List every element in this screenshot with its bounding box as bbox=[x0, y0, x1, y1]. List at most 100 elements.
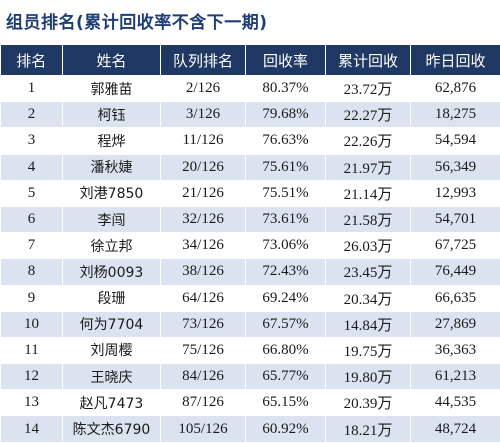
table-cell: 3 bbox=[1, 128, 63, 154]
table-cell: 6 bbox=[1, 206, 63, 232]
table-cell: 10 bbox=[1, 311, 63, 337]
title: 组员排名(累计回收率不含下一期) bbox=[6, 8, 268, 33]
table-cell: 75.61% bbox=[246, 154, 326, 180]
table-cell: 14.84万 bbox=[326, 311, 411, 337]
table-cell: 18.21万 bbox=[326, 416, 411, 442]
table-cell: 105/126 bbox=[161, 416, 246, 442]
table-cell: 陈文杰6790 bbox=[63, 416, 161, 442]
table-cell: 87/126 bbox=[161, 390, 246, 416]
table-header: 排名姓名队列排名回收率累计回收昨日回收 bbox=[1, 45, 500, 76]
table-cell: 61,213 bbox=[411, 364, 500, 390]
table-cell: 66.80% bbox=[246, 337, 326, 363]
table-cell: 65.15% bbox=[246, 390, 326, 416]
table-cell: 73.06% bbox=[246, 233, 326, 259]
column-header: 姓名 bbox=[63, 45, 161, 76]
table-cell: 34/126 bbox=[161, 233, 246, 259]
table-cell: 21.14万 bbox=[326, 180, 411, 206]
table-cell: 22.27万 bbox=[326, 102, 411, 128]
table-cell: 76.63% bbox=[246, 128, 326, 154]
table-cell: 27,869 bbox=[411, 311, 500, 337]
table-cell: 84/126 bbox=[161, 364, 246, 390]
table-cell: 刘港7850 bbox=[63, 180, 161, 206]
table-cell: 20.34万 bbox=[326, 285, 411, 311]
table-cell: 32/126 bbox=[161, 206, 246, 232]
table-cell: 67,725 bbox=[411, 233, 500, 259]
table-cell: 23.72万 bbox=[326, 76, 411, 102]
column-header: 排名 bbox=[1, 45, 63, 76]
table-cell: 12,993 bbox=[411, 180, 500, 206]
table-cell: 75.51% bbox=[246, 180, 326, 206]
table-cell: 何为7704 bbox=[63, 311, 161, 337]
table-cell: 7 bbox=[1, 233, 63, 259]
table-cell: 11/126 bbox=[161, 128, 246, 154]
column-header: 队列排名 bbox=[161, 45, 246, 76]
table-cell: 38/126 bbox=[161, 259, 246, 285]
table-cell: 56,349 bbox=[411, 154, 500, 180]
table-cell: 21.97万 bbox=[326, 154, 411, 180]
table-cell: 段珊 bbox=[63, 285, 161, 311]
table-cell: 柯钰 bbox=[63, 102, 161, 128]
header-row: 排名姓名队列排名回收率累计回收昨日回收 bbox=[1, 45, 500, 76]
table-cell: 刘周樱 bbox=[63, 337, 161, 363]
table-cell: 2 bbox=[1, 102, 63, 128]
table-cell: 44,535 bbox=[411, 390, 500, 416]
table-cell: 67.57% bbox=[246, 311, 326, 337]
table-cell: 66,635 bbox=[411, 285, 500, 311]
table-cell: 76,449 bbox=[411, 259, 500, 285]
table-cell: 80.37% bbox=[246, 76, 326, 102]
table-cell: 72.43% bbox=[246, 259, 326, 285]
table-cell: 69.24% bbox=[246, 285, 326, 311]
table-cell: 11 bbox=[1, 337, 63, 363]
table-cell: 79.68% bbox=[246, 102, 326, 128]
table-cell: 14 bbox=[1, 416, 63, 442]
table-cell: 54,701 bbox=[411, 206, 500, 232]
table-cell: 赵凡7473 bbox=[63, 390, 161, 416]
table-cell: 20/126 bbox=[161, 154, 246, 180]
table-cell: 60.92% bbox=[246, 416, 326, 442]
table-cell: 1 bbox=[1, 76, 63, 102]
table-cell: 郭雅苗 bbox=[63, 76, 161, 102]
table-cell: 23.45万 bbox=[326, 259, 411, 285]
column-header: 回收率 bbox=[246, 45, 326, 76]
table-cell: 王晓庆 bbox=[63, 364, 161, 390]
table-cell: 8 bbox=[1, 259, 63, 285]
table-cell: 20.39万 bbox=[326, 390, 411, 416]
table-cell: 12 bbox=[1, 364, 63, 390]
table-cell: 13 bbox=[1, 390, 63, 416]
table-cell: 26.03万 bbox=[326, 233, 411, 259]
table-cell: 21.58万 bbox=[326, 206, 411, 232]
table-cell: 73.61% bbox=[246, 206, 326, 232]
table-cell: 李闯 bbox=[63, 206, 161, 232]
table-cell: 75/126 bbox=[161, 337, 246, 363]
table-cell: 54,594 bbox=[411, 128, 500, 154]
table-cell: 62,876 bbox=[411, 76, 500, 102]
table-cell: 潘秋婕 bbox=[63, 154, 161, 180]
table-cell: 22.26万 bbox=[326, 128, 411, 154]
table-cell: 65.77% bbox=[246, 364, 326, 390]
table-cell: 程烨 bbox=[63, 128, 161, 154]
table-cell: 19.75万 bbox=[326, 337, 411, 363]
table-cell: 5 bbox=[1, 180, 63, 206]
table-cell: 36,363 bbox=[411, 337, 500, 363]
table-cell: 3/126 bbox=[161, 102, 246, 128]
column-header: 昨日回收 bbox=[411, 45, 500, 76]
table-cell: 18,275 bbox=[411, 102, 500, 128]
table-cell: 73/126 bbox=[161, 311, 246, 337]
